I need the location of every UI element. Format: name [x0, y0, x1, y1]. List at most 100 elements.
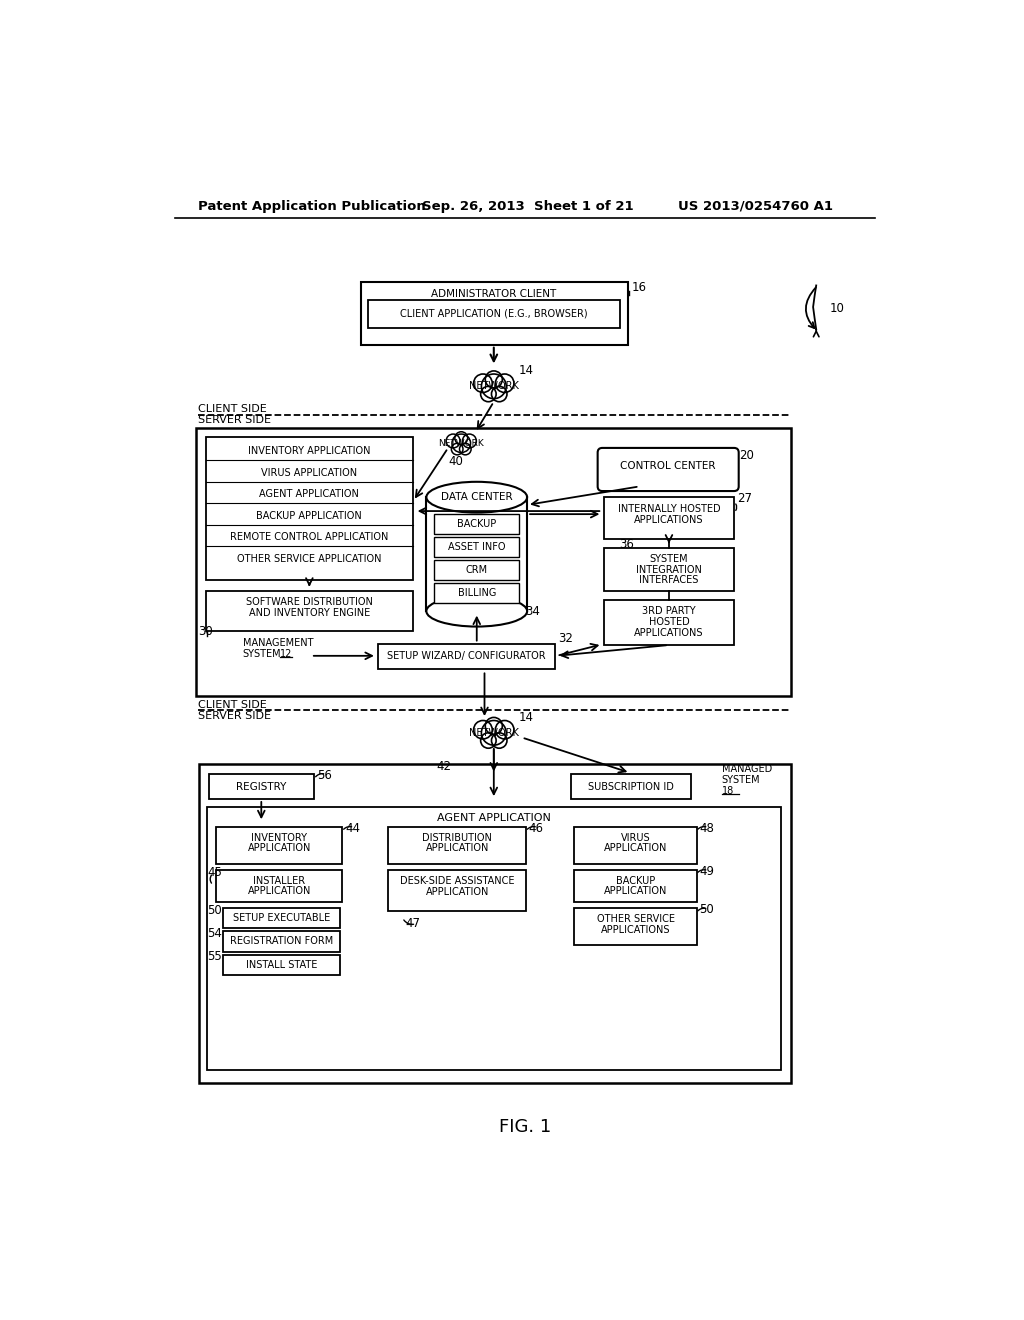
Text: AGENT APPLICATION: AGENT APPLICATION: [437, 813, 551, 824]
Text: INSTALL STATE: INSTALL STATE: [246, 960, 317, 970]
Ellipse shape: [426, 595, 527, 627]
Text: MANAGEMENT: MANAGEMENT: [243, 639, 313, 648]
Text: APPLICATION: APPLICATION: [426, 843, 489, 853]
Text: 30: 30: [198, 624, 213, 638]
Text: APPLICATION: APPLICATION: [248, 887, 311, 896]
Text: SYSTEM: SYSTEM: [722, 775, 760, 785]
Text: APPLICATION: APPLICATION: [426, 887, 489, 898]
Text: APPLICATIONS: APPLICATIONS: [601, 925, 671, 935]
Text: INVENTORY APPLICATION: INVENTORY APPLICATION: [248, 446, 371, 455]
Ellipse shape: [426, 482, 527, 512]
Text: AND INVENTORY ENGINE: AND INVENTORY ENGINE: [249, 607, 370, 618]
Text: SETUP EXECUTABLE: SETUP EXECUTABLE: [232, 913, 330, 924]
Text: REGISTRATION FORM: REGISTRATION FORM: [229, 936, 333, 946]
Circle shape: [492, 387, 507, 401]
Text: 55: 55: [207, 950, 222, 964]
Text: SOFTWARE DISTRIBUTION: SOFTWARE DISTRIBUTION: [246, 597, 373, 607]
Text: DISTRIBUTION: DISTRIBUTION: [423, 833, 493, 842]
Text: 34: 34: [524, 605, 540, 618]
Text: BACKUP: BACKUP: [616, 875, 655, 886]
Text: SETUP WIZARD/ CONFIGURATOR: SETUP WIZARD/ CONFIGURATOR: [387, 651, 546, 661]
Circle shape: [446, 434, 460, 447]
Text: INVENTORY: INVENTORY: [251, 833, 307, 842]
Text: REGISTRY: REGISTRY: [237, 781, 287, 792]
Text: HOSTED: HOSTED: [648, 616, 689, 627]
Text: APPLICATION: APPLICATION: [604, 843, 668, 853]
Circle shape: [480, 733, 496, 748]
Bar: [222, 908, 340, 928]
Text: 54: 54: [207, 927, 222, 940]
Text: INSTALLER: INSTALLER: [253, 875, 305, 886]
Circle shape: [485, 718, 503, 734]
Text: SUBSCRIPTION ID: SUBSCRIPTION ID: [588, 781, 674, 792]
Circle shape: [481, 721, 506, 744]
Text: CONTROL CENTER: CONTROL CENTER: [621, 462, 716, 471]
Text: APPLICATIONS: APPLICATIONS: [634, 515, 703, 524]
Text: 16: 16: [632, 281, 647, 294]
Text: SERVER SIDE: SERVER SIDE: [198, 711, 270, 721]
Bar: [388, 870, 526, 911]
Bar: [216, 870, 342, 903]
Bar: [200, 763, 792, 1084]
Bar: [209, 775, 314, 799]
Circle shape: [452, 434, 471, 453]
Bar: [434, 583, 519, 603]
Bar: [574, 870, 697, 903]
Text: BILLING: BILLING: [458, 589, 496, 598]
Text: OTHER SERVICE: OTHER SERVICE: [597, 915, 675, 924]
Bar: [222, 954, 340, 974]
Text: MANAGED: MANAGED: [722, 764, 772, 774]
Text: BACKUP APPLICATION: BACKUP APPLICATION: [256, 511, 362, 520]
Text: APPLICATION: APPLICATION: [604, 887, 668, 896]
Text: 36: 36: [620, 539, 634, 552]
Text: Patent Application Publication: Patent Application Publication: [198, 199, 426, 213]
Bar: [222, 932, 340, 952]
Text: APPLICATIONS: APPLICATIONS: [634, 628, 703, 638]
Text: 56: 56: [317, 770, 332, 783]
Circle shape: [474, 374, 493, 392]
Circle shape: [460, 444, 471, 455]
Text: FIG. 1: FIG. 1: [499, 1118, 551, 1137]
Bar: [360, 281, 628, 345]
Text: 40: 40: [449, 455, 464, 469]
Text: 45: 45: [207, 866, 222, 879]
Text: Sep. 26, 2013  Sheet 1 of 21: Sep. 26, 2013 Sheet 1 of 21: [423, 199, 634, 213]
FancyArrowPatch shape: [806, 288, 816, 329]
Text: 10: 10: [829, 302, 844, 315]
Text: CRM: CRM: [466, 565, 487, 576]
Text: NETWORK: NETWORK: [469, 381, 519, 391]
Text: 49: 49: [699, 865, 714, 878]
Text: SYSTEM: SYSTEM: [243, 649, 282, 659]
Text: 42: 42: [436, 760, 452, 774]
Bar: [207, 807, 780, 1071]
Text: AGENT APPLICATION: AGENT APPLICATION: [259, 490, 359, 499]
Text: 32: 32: [558, 632, 573, 645]
Circle shape: [463, 434, 476, 447]
Text: INTEGRATION: INTEGRATION: [636, 565, 701, 574]
Text: 14: 14: [518, 364, 534, 378]
Text: VIRUS APPLICATION: VIRUS APPLICATION: [261, 467, 357, 478]
Text: ADMINISTRATOR CLIENT: ADMINISTRATOR CLIENT: [431, 289, 556, 298]
Text: 3RD PARTY: 3RD PARTY: [642, 606, 695, 616]
Text: 44: 44: [345, 822, 360, 834]
Circle shape: [455, 432, 468, 445]
Bar: [216, 826, 342, 863]
Bar: [571, 775, 690, 799]
Text: US 2013/0254760 A1: US 2013/0254760 A1: [678, 199, 834, 213]
Text: 12: 12: [280, 649, 292, 659]
Circle shape: [480, 387, 496, 401]
FancyBboxPatch shape: [598, 447, 738, 491]
Bar: [574, 908, 697, 945]
Text: SERVER SIDE: SERVER SIDE: [198, 416, 270, 425]
Text: 14: 14: [518, 711, 534, 723]
Circle shape: [474, 721, 493, 739]
Bar: [378, 644, 555, 669]
Text: INTERNALLY HOSTED: INTERNALLY HOSTED: [617, 504, 720, 513]
Bar: [206, 437, 414, 581]
Circle shape: [496, 721, 514, 739]
Bar: [434, 537, 519, 557]
Text: 27: 27: [737, 492, 753, 506]
Text: NETWORK: NETWORK: [469, 727, 519, 738]
Text: 20: 20: [738, 449, 754, 462]
Text: REMOTE CONTROL APPLICATION: REMOTE CONTROL APPLICATION: [230, 532, 388, 543]
